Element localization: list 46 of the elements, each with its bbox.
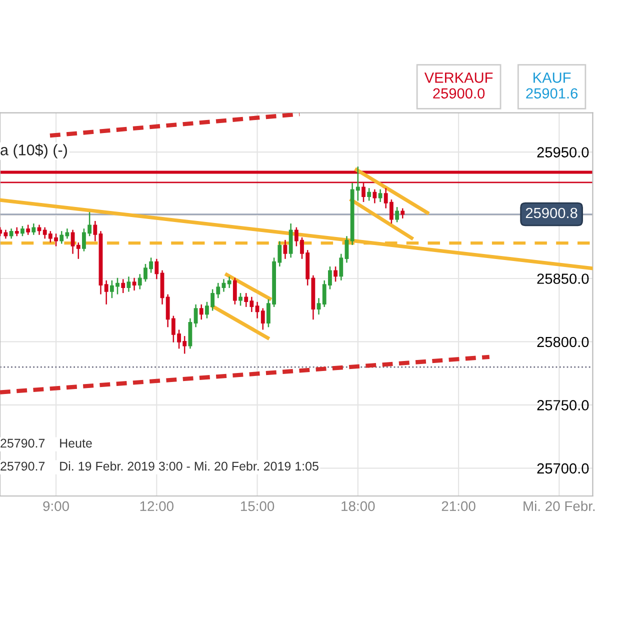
candlestick [316, 298, 321, 315]
candlestick [70, 230, 75, 254]
candlestick [395, 207, 400, 222]
candlestick [76, 242, 80, 259]
annotation: a (10$) (-) [0, 144, 67, 158]
candlestick [222, 279, 226, 292]
candlestick [238, 293, 242, 306]
candlestick [378, 189, 382, 202]
candlestick [339, 254, 344, 280]
candlestick [93, 220, 98, 242]
annotation: 25790.7 Heute [0, 438, 92, 448]
y-tick-label: 25700.0 [537, 463, 589, 474]
candlestick [260, 308, 265, 330]
candlestick [367, 188, 372, 201]
candlestick [227, 276, 232, 288]
candlestick [32, 223, 36, 235]
y-tick-label: 25950.0 [537, 147, 589, 158]
candlestick [132, 278, 136, 291]
text: KAUF 25901.6 [526, 72, 578, 99]
candlestick [126, 276, 131, 292]
candlestick [154, 258, 159, 280]
x-tick-label: 12:00 [140, 501, 174, 512]
y-tick-label: 25850.0 [537, 274, 589, 284]
text: VERKAUF 25900.0 [424, 72, 493, 99]
x-tick-label: 21:00 [442, 501, 476, 512]
candlestick [283, 240, 288, 259]
candlestick [104, 280, 108, 304]
candlestick [255, 302, 260, 318]
candlestick [372, 189, 377, 204]
candlestick [288, 223, 293, 258]
candlestick [121, 279, 126, 294]
candlestick [14, 227, 19, 236]
candlestick [188, 318, 192, 349]
candlestick [199, 304, 204, 320]
candlestick [194, 304, 198, 328]
x-tick-label: Mi. 20 Febr. [524, 500, 595, 512]
candlestick [232, 278, 237, 304]
ref-line-label: 25900.8 [526, 208, 578, 218]
annotation: 25790.7 Di. 19 Febr. 2019 3:00 - Mi. 20 Febr. 2019 1:05 [0, 461, 318, 471]
x-tick-label: 18:00 [342, 501, 375, 512]
candlestick [334, 266, 338, 282]
x-tick-label: 9:00 [43, 501, 69, 512]
x-tick-label: 15:00 [240, 501, 274, 512]
candlestick [344, 236, 349, 263]
y-tick-label: 25750.0 [537, 400, 589, 410]
y-tick-label: 25800.0 [537, 336, 589, 348]
